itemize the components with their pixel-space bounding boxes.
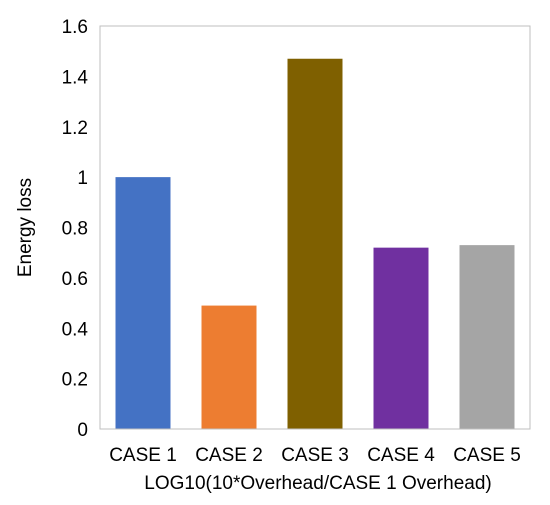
y-tick-label: 0.8 bbox=[62, 219, 88, 240]
bars bbox=[115, 58, 515, 430]
bar-case-3 bbox=[287, 58, 343, 430]
bar-case-5 bbox=[459, 245, 515, 429]
x-tick-label: CASE 3 bbox=[281, 445, 349, 466]
x-tick-label: CASE 1 bbox=[109, 445, 177, 466]
y-tick-label: 1.4 bbox=[62, 67, 89, 88]
y-tick-label: 1.2 bbox=[62, 118, 88, 139]
x-tick-label: CASE 2 bbox=[195, 445, 263, 466]
x-axis-title: LOG10(10*Overhead/CASE 1 Overhead) bbox=[144, 473, 491, 494]
x-tick-label: CASE 5 bbox=[453, 445, 521, 466]
plot-area-frame bbox=[99, 25, 531, 430]
y-axis-ticks: 0 0.2 0.4 0.6 0.8 1 1.2 1.4 1.6 bbox=[62, 17, 89, 441]
y-tick-label: 0.4 bbox=[62, 319, 89, 340]
y-tick-label: 1 bbox=[77, 168, 88, 189]
y-tick-label: 0.6 bbox=[62, 269, 88, 290]
y-axis-title: Energy loss bbox=[15, 178, 36, 277]
y-tick-label: 0 bbox=[77, 420, 88, 441]
x-axis-ticks: CASE 1 CASE 2 CASE 3 CASE 4 CASE 5 bbox=[109, 445, 521, 466]
bar-case-2 bbox=[201, 305, 257, 429]
bar-case-4 bbox=[373, 247, 429, 429]
x-tick-label: CASE 4 bbox=[367, 445, 435, 466]
y-tick-label: 0.2 bbox=[62, 370, 88, 391]
y-tick-label: 1.6 bbox=[62, 17, 88, 38]
bar-case-1 bbox=[115, 177, 171, 429]
